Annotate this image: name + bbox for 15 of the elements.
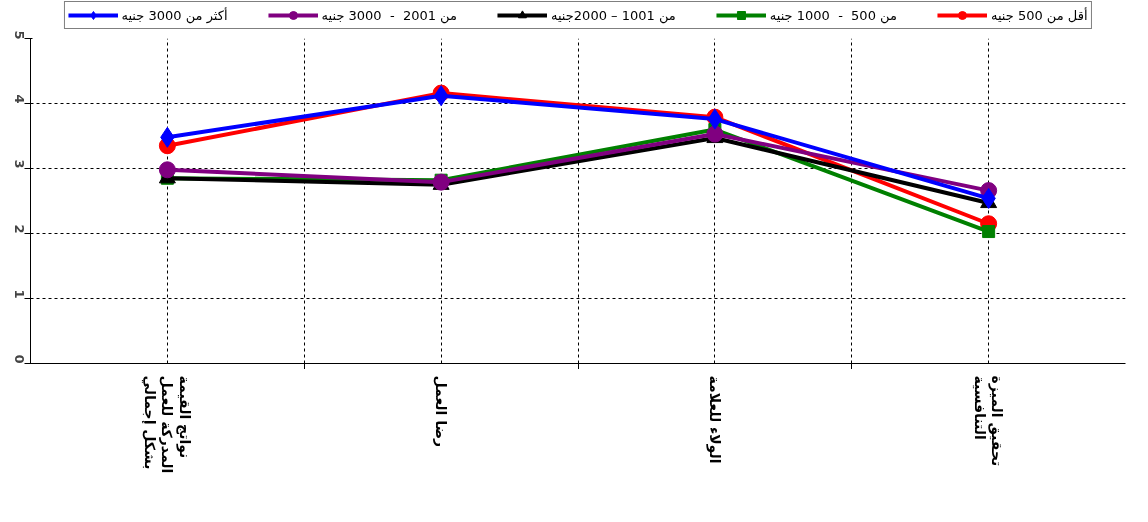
y-tick-label: 1	[12, 289, 27, 299]
y-tick-label: 5	[12, 30, 27, 40]
x-tick-label: رضا العمل	[433, 375, 450, 448]
legend-label: أكثر من 3000 جنيه	[121, 7, 228, 23]
y-tick-label: 2	[12, 224, 27, 234]
x-tick-label: الولاء للعلامة	[705, 375, 723, 464]
x-tick-label: تحقيق الميزة التنافسية	[971, 375, 1006, 467]
x-tick-label: نواتج القيمة المدركة للعمل بشكل إجمالي	[140, 375, 193, 474]
y-tick-label: 3	[12, 159, 27, 169]
y-tick-label: 4	[12, 94, 27, 104]
legend-label: من 1001 – 2000جنيه	[550, 7, 676, 23]
legend-label: من 2001 - 3000 جنيه	[321, 7, 457, 23]
legend-label: من 500 - 1000 جنيه	[769, 7, 897, 23]
y-tick-label: 0	[12, 354, 27, 364]
legend-label: أقل من 500 جنيه	[990, 7, 1088, 23]
